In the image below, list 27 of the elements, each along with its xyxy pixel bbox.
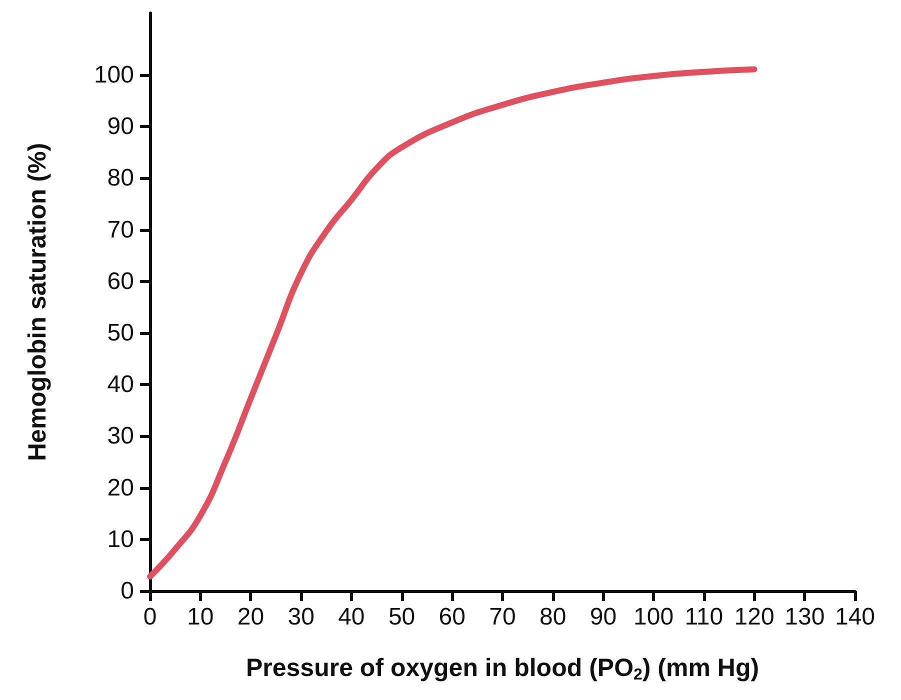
y-tick-label: 40: [107, 371, 134, 398]
x-tick-label: 40: [338, 604, 365, 630]
x-tick-label: 70: [489, 604, 516, 630]
x-tick-label: 20: [237, 604, 264, 630]
x-tick-label: 130: [784, 604, 825, 630]
x-tick-label: 120: [734, 604, 774, 630]
x-tick-label: 60: [438, 604, 466, 630]
x-tick-label: 80: [540, 604, 566, 630]
x-tick-label: 140: [834, 604, 876, 630]
x-tick-label: 50: [388, 604, 416, 630]
x-tick-label: 0: [143, 604, 157, 630]
y-tick-label: 0: [120, 578, 134, 604]
x-tick-label: 30: [288, 604, 314, 630]
y-tick-label: 60: [107, 268, 134, 295]
y-tick-label: 70: [107, 216, 134, 244]
y-tick-label: 10: [107, 526, 134, 553]
y-axis-title: Hemoglobin saturation (%): [24, 142, 52, 462]
x-tick-label: 110: [684, 604, 724, 630]
x-tick-label: 90: [590, 604, 617, 630]
y-tick-label: 50: [107, 319, 134, 346]
y-tick-label: 90: [107, 113, 134, 140]
y-tick-label: 30: [107, 422, 134, 450]
y-tick-label: 100: [94, 61, 134, 88]
y-tick-label: 20: [107, 474, 134, 502]
x-tick-label: 100: [634, 604, 674, 630]
y-tick-label: 80: [107, 164, 134, 192]
x-tick-label: 10: [187, 604, 214, 630]
